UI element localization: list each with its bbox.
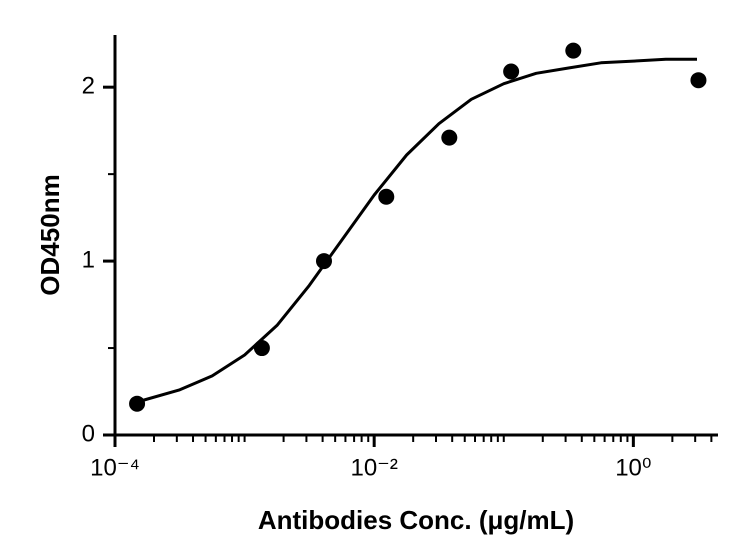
fit-curve: [136, 57, 697, 404]
data-point: [315, 253, 332, 270]
x-axis-title: Antibodies Conc. (μg/mL): [258, 505, 574, 535]
data-point: [253, 340, 270, 357]
y-tick-label: 1: [82, 246, 95, 273]
x-tick-label: 10⁰: [615, 454, 651, 481]
data-point: [441, 129, 458, 146]
y-axis-title: OD450nm: [35, 174, 65, 295]
data-point: [378, 188, 395, 205]
x-tick-label: 10⁻²: [350, 454, 397, 481]
data-point: [129, 395, 146, 412]
data-point: [690, 72, 707, 89]
data-point: [565, 42, 582, 59]
data-point: [503, 63, 520, 80]
y-tick-label: 0: [82, 420, 95, 447]
y-tick-label: 2: [82, 73, 95, 100]
x-tick-label: 10⁻⁴: [90, 454, 140, 481]
